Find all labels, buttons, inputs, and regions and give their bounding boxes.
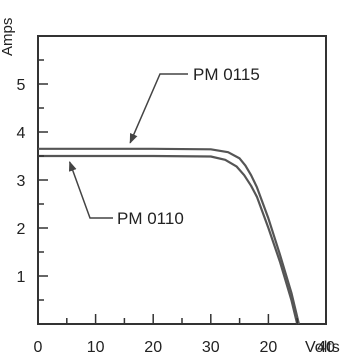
series-line-1 (38, 154, 299, 325)
ticks: 0 10 20 30 20 40 1 2 3 4 5 (17, 59, 335, 356)
callout-leader (68, 161, 113, 219)
x-tick-label: 20 (144, 339, 162, 356)
annotations: PM 0115 PM 0110 (68, 65, 260, 228)
x-tick-label: 40 (317, 339, 335, 356)
x-tick-label: 10 (87, 339, 105, 356)
x-tick-label: 0 (34, 339, 43, 356)
plot-area (37, 35, 327, 325)
y-tick-label: 5 (17, 77, 26, 94)
callout-leader (129, 73, 188, 144)
y-tick-label: 3 (17, 173, 26, 190)
series-line-0 (38, 147, 300, 325)
y-tick-label: 2 (17, 221, 26, 238)
x-axis-label: Volts (305, 339, 340, 356)
y-tick-label: 4 (17, 125, 26, 142)
callout-label: PM 0110 (117, 209, 184, 228)
y-tick-label: 1 (17, 269, 26, 286)
x-tick-label: 30 (202, 339, 220, 356)
plot-frame (37, 35, 327, 325)
x-tick-label: 20 (260, 339, 278, 356)
y-axis-label: Amps (0, 18, 16, 56)
callout-label: PM 0115 (193, 65, 260, 84)
series-group (38, 147, 300, 325)
